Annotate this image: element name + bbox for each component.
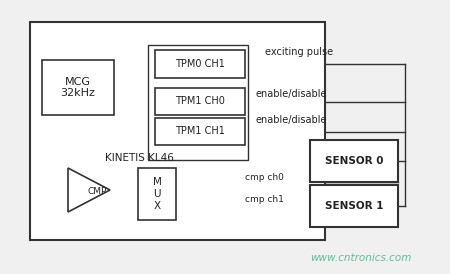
Text: TPM1 CH0: TPM1 CH0 [175,96,225,107]
Bar [310,185,398,227]
Bar [42,60,114,115]
Text: enable/disable: enable/disable [255,89,327,99]
Text: SENSOR 0: SENSOR 0 [325,156,383,166]
Text: TPM1 CH1: TPM1 CH1 [175,127,225,136]
Text: www.cntronics.com: www.cntronics.com [310,253,411,263]
Polygon shape [68,168,110,212]
Text: KINETIS KL46: KINETIS KL46 [105,153,174,163]
Text: SENSOR 1: SENSOR 1 [325,201,383,211]
Bar [155,88,245,115]
Bar [155,50,245,78]
Bar [155,118,245,145]
Text: cmp ch1: cmp ch1 [245,196,284,204]
Text: CMP: CMP [87,187,107,196]
Text: MCG
32kHz: MCG 32kHz [61,77,95,98]
Bar [30,22,325,240]
Text: enable/disable: enable/disable [255,115,327,125]
Text: TPM0 CH1: TPM0 CH1 [175,59,225,69]
Bar [310,140,398,182]
Text: exciting pulse: exciting pulse [265,47,333,57]
Text: cmp ch0: cmp ch0 [245,173,284,182]
Text: M
U
X: M U X [153,177,162,211]
Bar [148,45,248,160]
Bar [138,168,176,220]
